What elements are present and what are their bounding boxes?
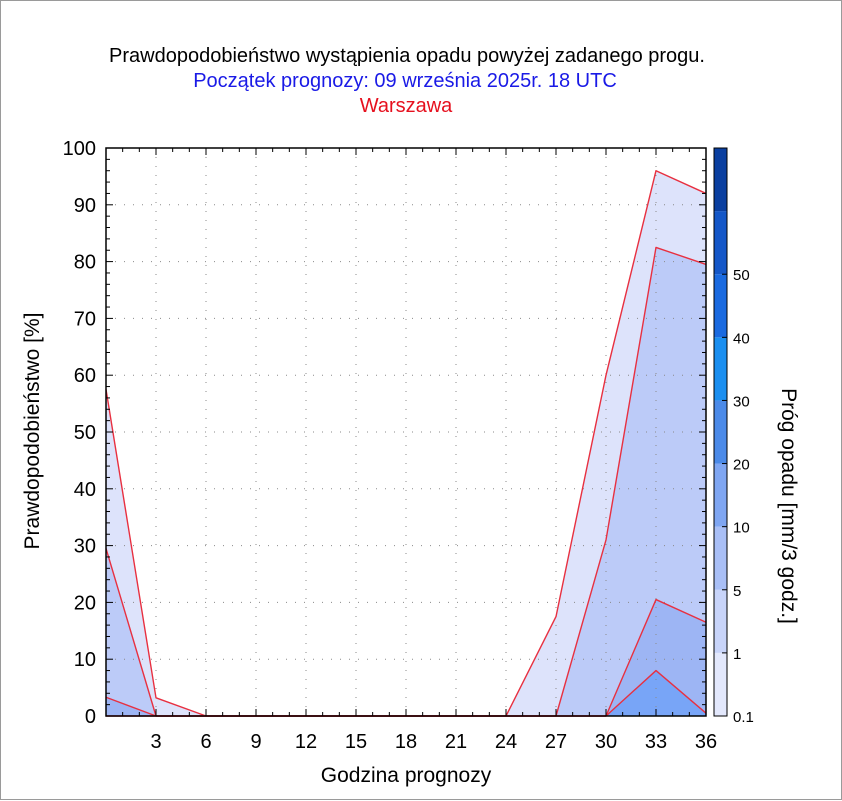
x-tick-label: 18 [395, 731, 417, 753]
y-tick-label: 30 [74, 536, 96, 558]
x-tick-label: 6 [200, 731, 211, 753]
x-tick-label: 3 [150, 731, 161, 753]
x-tick-label: 30 [595, 731, 617, 753]
x-tick-label: 12 [295, 731, 317, 753]
y-tick-label: 20 [74, 592, 96, 614]
colorbar-segment [714, 211, 727, 275]
x-tick-label: 27 [545, 731, 567, 753]
colorbar-tick-label: 20 [733, 457, 750, 474]
y-tick-label: 70 [74, 308, 96, 330]
colorbar-segment [714, 589, 727, 653]
x-tick-label: 21 [445, 731, 467, 753]
colorbar-tick-label: 10 [733, 520, 750, 537]
colorbar-segment [714, 526, 727, 590]
colorbar-border [713, 147, 728, 717]
y-tick-label: 90 [74, 195, 96, 217]
x-tick-label: 24 [495, 731, 517, 753]
grid [106, 148, 706, 716]
x-axis-label: Godzina prognozy [321, 764, 492, 787]
x-tick-label: 9 [250, 731, 261, 753]
x-tick-label: 33 [645, 731, 667, 753]
axes: 3 6 9 12 15 18 21 24 27 30 33 360102030405060708090… [63, 138, 718, 753]
y-tick-label: 80 [74, 252, 96, 274]
chart-title: Prawdopodobieństwo wystąpienia opadu pow… [109, 45, 705, 67]
y-tick-label: 0 [85, 706, 96, 728]
x-tick-label: 36 [695, 731, 717, 753]
colorbar-label: Próg opadu [mm/3 godz.] [777, 388, 800, 624]
colorbar: 0.1 1 5 10 20 30 40 50 [713, 147, 754, 726]
y-tick-label: 10 [74, 649, 96, 671]
colorbar-tick-label: 50 [733, 267, 750, 284]
y-axis-label: Prawdopodobieństwo [%] [21, 313, 44, 550]
colorbar-segment [714, 148, 727, 212]
colorbar-tick-label: 5 [733, 583, 741, 600]
colorbar-segment [714, 400, 727, 464]
chart-subtitle: Początek prognozy: 09 września 2025r. 18… [193, 70, 617, 92]
colorbar-segment [714, 652, 727, 716]
y-tick-label: 60 [74, 365, 96, 387]
colorbar-segment [714, 337, 727, 401]
y-tick-label: 50 [74, 422, 96, 444]
colorbar-tick-label: 1 [733, 646, 741, 663]
area-series-4 [106, 670, 706, 716]
x-tick-label: 15 [345, 731, 367, 753]
y-tick-label: 40 [74, 479, 96, 501]
colorbar-tick-label: 0.1 [733, 709, 754, 726]
colorbar-tick-label: 30 [733, 393, 750, 410]
y-tick-label: 100 [63, 138, 96, 160]
colorbar-segment [714, 463, 727, 527]
colorbar-tick-label: 40 [733, 330, 750, 347]
chart-location: Warszawa [360, 95, 453, 117]
colorbar-segment [714, 274, 727, 338]
